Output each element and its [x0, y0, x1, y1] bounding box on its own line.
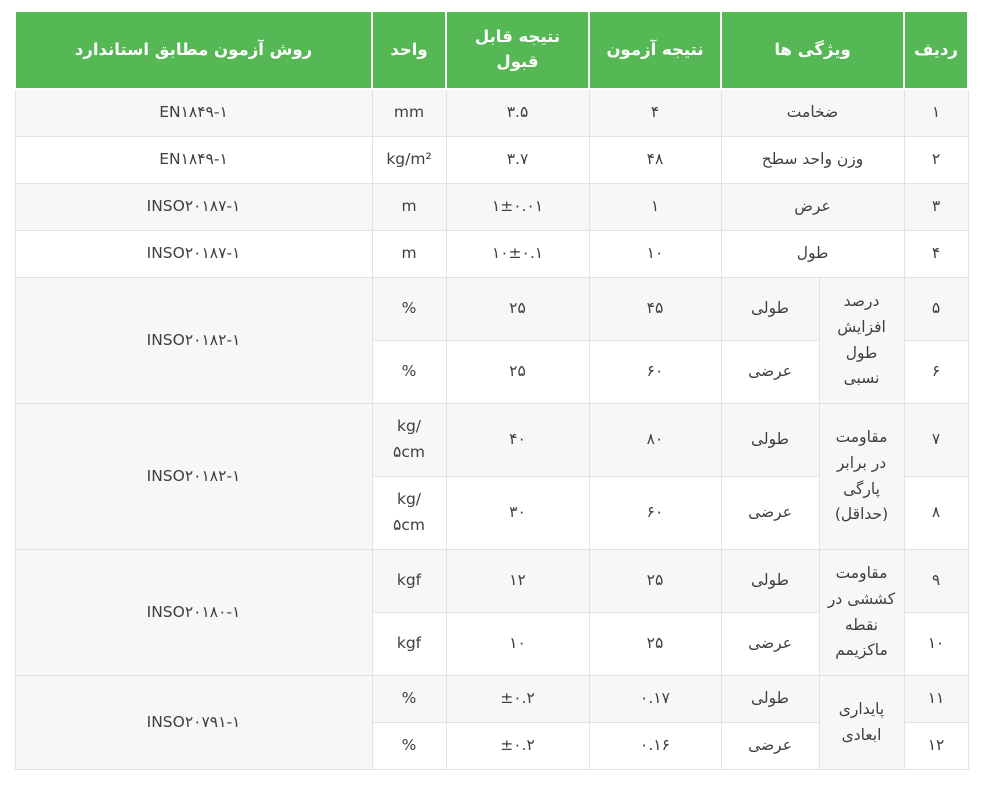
cell-unit: kgf — [371, 549, 447, 613]
cell-acceptable: ۱±۰.۰۱ — [445, 183, 590, 231]
cell-result: ۰.۱۶ — [588, 722, 722, 770]
cell-index: ۶ — [903, 340, 969, 404]
cell-result: ۶۰ — [588, 340, 722, 404]
cell-index: ۴ — [903, 230, 969, 278]
cell-result: ۱۰ — [588, 230, 722, 278]
cell-index: ۱۱ — [903, 675, 969, 723]
cell-result: ۸۰ — [588, 403, 722, 477]
table-row: ۱۱ پایداری ابعادی طولی ۰.۱۷ ±۰.۲ % INSO۲… — [14, 675, 969, 770]
cell-unit: kgf — [371, 612, 447, 676]
cell-acceptable: ۱۰±۰.۱ — [445, 230, 590, 278]
cell-unit: % — [371, 340, 447, 404]
cell-feature: طول — [720, 230, 905, 278]
table-row: ۳ عرض ۱ ۱±۰.۰۱ m INSO۲۰۱۸۷-۱ — [14, 183, 969, 231]
table-row: ۶ عرضی ۶۰ ۲۵ % — [15, 340, 969, 404]
cell-index: ۲ — [903, 136, 969, 184]
cell-feature: عرض — [720, 183, 905, 231]
cell-index: ۹ — [903, 549, 969, 613]
header-standard-method: روش آزمون مطابق استاندارد — [14, 10, 373, 90]
cell-standard: INSO۲۰۱۸۷-۱ — [14, 183, 373, 231]
table-row: ۷ مقاومت در برابر پارگی (حداقل) طولی ۸۰ … — [14, 403, 969, 550]
cell-direction: طولی — [720, 549, 820, 613]
table-row: ۱۲ عرضی ۰.۱۶ ±۰.۲ % — [15, 722, 969, 770]
cell-unit: kg/ ۵cm — [371, 476, 447, 550]
cell-acceptable: ۴۰ — [445, 403, 590, 477]
cell-feature: ضخامت — [720, 88, 905, 137]
cell-unit: % — [371, 722, 447, 770]
table-row: ۸ عرضی ۶۰ ۳۰ kg/ ۵cm — [15, 476, 969, 550]
cell-acceptable: ۱۲ — [445, 549, 590, 613]
cell-unit: % — [371, 277, 447, 341]
cell-index: ۵ — [903, 277, 969, 341]
cell-standard: INSO۲۰۱۸۷-۱ — [14, 230, 373, 278]
cell-standard: INSO۲۰۷۹۱-۱ — [14, 675, 373, 770]
cell-unit: kg/m² — [371, 136, 447, 184]
cell-standard: INSO۲۰۱۸۲-۱ — [14, 277, 373, 404]
cell-acceptable: ۳.۷ — [445, 136, 590, 184]
cell-unit: % — [371, 675, 447, 723]
cell-feature: درصد افزایش طول نسبی — [818, 277, 905, 404]
cell-acceptable: ۳.۵ — [445, 88, 590, 137]
cell-feature: پایداری ابعادی — [818, 675, 905, 770]
table-row: ۱ ضخامت ۴ ۳.۵ mm EN۱۸۴۹-۱ — [14, 88, 969, 137]
table-row: ۲ وزن واحد سطح ۴۸ ۳.۷ kg/m² EN۱۸۴۹-۱ — [14, 136, 969, 184]
cell-result: ۲۵ — [588, 549, 722, 613]
spec-table: ردیف ویژگی ها نتیجه آزمون نتیجه قابل قبو… — [14, 10, 970, 770]
cell-feature: مقاومت در برابر پارگی (حداقل) — [818, 403, 905, 550]
header-unit: واحد — [371, 10, 447, 90]
cell-unit: mm — [371, 88, 447, 137]
cell-result: ۴۵ — [588, 277, 722, 341]
table-row: ۵ درصد افزایش طول نسبی طولی ۴۵ ۲۵ % INSO… — [14, 277, 969, 404]
cell-index: ۸ — [903, 476, 969, 550]
cell-direction: طولی — [720, 277, 820, 341]
cell-acceptable: ±۰.۲ — [445, 722, 590, 770]
cell-standard: INSO۲۰۱۸۰-۱ — [14, 549, 373, 676]
cell-standard: EN۱۸۴۹-۱ — [14, 136, 373, 184]
cell-direction: عرضی — [720, 476, 820, 550]
cell-unit: kg/ ۵cm — [371, 403, 447, 477]
cell-acceptable: ۳۰ — [445, 476, 590, 550]
header-row: ردیف ویژگی ها نتیجه آزمون نتیجه قابل قبو… — [14, 10, 970, 90]
cell-unit: m — [371, 230, 447, 278]
cell-index: ۳ — [903, 183, 969, 231]
cell-direction: عرضی — [720, 722, 820, 770]
cell-acceptable: ۲۵ — [445, 277, 590, 341]
cell-unit: m — [371, 183, 447, 231]
cell-standard: EN۱۸۴۹-۱ — [14, 88, 373, 137]
header-features: ویژگی ها — [719, 10, 906, 90]
cell-index: ۷ — [903, 403, 969, 477]
cell-acceptable: ۲۵ — [445, 340, 590, 404]
cell-result: ۱ — [588, 183, 722, 231]
header-index: ردیف — [903, 10, 970, 90]
cell-result: ۴ — [588, 88, 722, 137]
cell-index: ۱۲ — [903, 722, 969, 770]
cell-acceptable: ±۰.۲ — [445, 675, 590, 723]
table-row: ۴ طول ۱۰ ۱۰±۰.۱ m INSO۲۰۱۸۷-۱ — [14, 230, 969, 278]
table-row: ۹ مقاومت کششی در نقطه ماکزیمم طولی ۲۵ ۱۲… — [14, 549, 969, 676]
header-acceptable-result: نتیجه قابل قبول — [445, 10, 590, 90]
cell-result: ۲۵ — [588, 612, 722, 676]
cell-result: ۶۰ — [588, 476, 722, 550]
cell-direction: عرضی — [720, 612, 820, 676]
cell-result: ۴۸ — [588, 136, 722, 184]
table-row: ۱۰ عرضی ۲۵ ۱۰ kgf — [15, 612, 969, 676]
cell-feature: مقاومت کششی در نقطه ماکزیمم — [818, 549, 905, 676]
cell-direction: طولی — [720, 675, 820, 723]
cell-index: ۱۰ — [903, 612, 969, 676]
cell-acceptable: ۱۰ — [445, 612, 590, 676]
cell-standard: INSO۲۰۱۸۲-۱ — [14, 403, 373, 550]
cell-direction: طولی — [720, 403, 820, 477]
header-test-result: نتیجه آزمون — [588, 10, 722, 90]
cell-result: ۰.۱۷ — [588, 675, 722, 723]
cell-direction: عرضی — [720, 340, 820, 404]
cell-feature: وزن واحد سطح — [720, 136, 905, 184]
cell-index: ۱ — [903, 88, 969, 137]
